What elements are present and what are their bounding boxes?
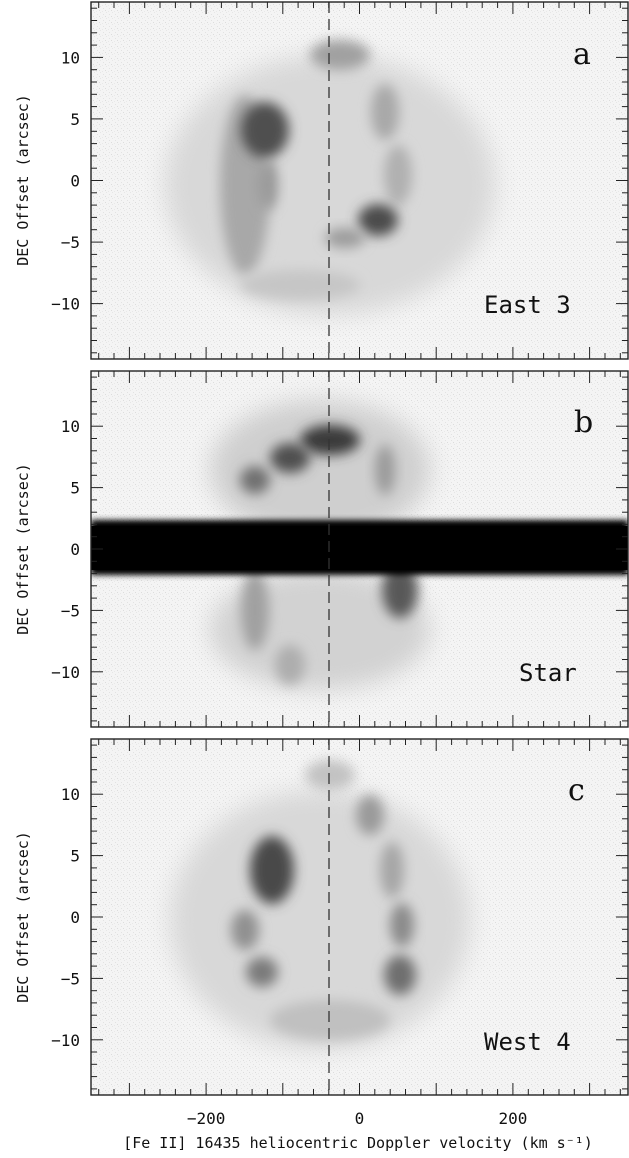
x-tick-label: 200 xyxy=(498,1109,527,1128)
x-tick-labels: −200 0 200 xyxy=(187,1109,528,1128)
y-tick-label: 5 xyxy=(70,110,80,129)
panel-c-name: West 4 xyxy=(484,1028,571,1056)
panel-b-stellar-continuum xyxy=(91,526,628,570)
panel-b-name: Star xyxy=(519,659,577,687)
panel-c-frame xyxy=(90,738,629,1096)
panel-a-frame xyxy=(90,1,629,360)
y-tick-label: 10 xyxy=(61,48,80,67)
panel-a-letter: a xyxy=(573,37,591,72)
y-tick-label: −10 xyxy=(51,663,80,682)
panel-c: −10 −5 0 5 10 c West 4 DEC Offset (arcsec) xyxy=(14,738,629,1096)
panel-c-ticks: −10 −5 0 5 10 xyxy=(51,739,628,1095)
y-tick-label: 0 xyxy=(70,908,80,927)
y-tick-label: 10 xyxy=(61,785,80,804)
panel-b-ylabel: DEC Offset (arcsec) xyxy=(14,463,32,635)
panel-b-letter: b xyxy=(574,405,593,440)
panel-c-ylabel: DEC Offset (arcsec) xyxy=(14,831,32,1003)
panel-b-ticks: −10 −5 0 5 10 xyxy=(51,371,628,727)
y-tick-label: −10 xyxy=(51,295,80,314)
panel-c-letter: c xyxy=(568,773,585,808)
y-tick-label: 5 xyxy=(70,847,80,866)
y-tick-label: 0 xyxy=(70,540,80,559)
panel-b: −10 −5 0 5 10 b Star DEC Offset (arcsec) xyxy=(14,370,629,728)
x-axis-title: [Fe II] 16435 heliocentric Doppler veloc… xyxy=(123,1134,593,1152)
panel-a-name: East 3 xyxy=(484,291,571,319)
x-tick-label: 0 xyxy=(355,1109,365,1128)
panel-c-emission xyxy=(170,760,470,1050)
panel-a-ticks: −10 −5 0 5 10 xyxy=(51,2,628,359)
panel-a-ylabel: DEC Offset (arcsec) xyxy=(14,94,32,266)
y-tick-label: 0 xyxy=(70,172,80,191)
panel-a-emission xyxy=(165,40,495,315)
panel-b-frame xyxy=(90,370,629,728)
y-tick-label: 10 xyxy=(61,417,80,436)
y-tick-label: −5 xyxy=(61,601,80,620)
y-tick-label: −5 xyxy=(61,969,80,988)
y-tick-label: −10 xyxy=(51,1031,80,1050)
panel-a: −10 −5 0 5 10 a East 3 DEC Offset (arcsec) xyxy=(14,1,629,360)
panel-b-emission xyxy=(91,400,628,690)
y-tick-label: 5 xyxy=(70,479,80,498)
y-tick-label: −5 xyxy=(61,233,80,252)
x-tick-label: −200 xyxy=(187,1109,226,1128)
